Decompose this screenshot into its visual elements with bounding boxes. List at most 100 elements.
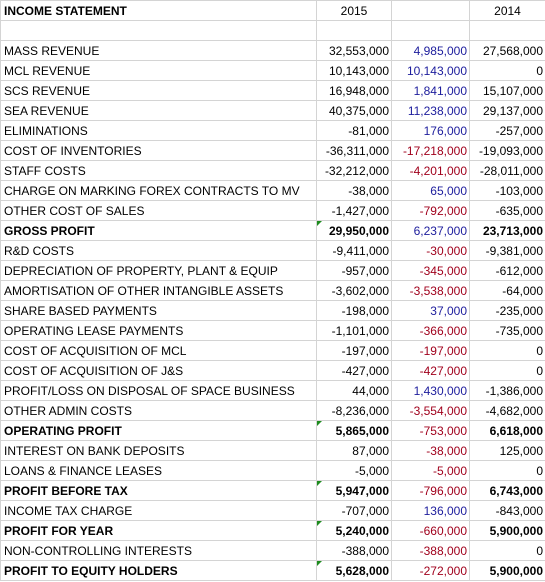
value-difference[interactable]: -345,000 xyxy=(391,260,470,281)
value-difference[interactable]: -660,000 xyxy=(391,520,470,541)
value-2014[interactable]: 0 xyxy=(469,460,545,481)
value-difference[interactable]: -38,000 xyxy=(391,440,470,461)
year-2014-header[interactable]: 2014 xyxy=(469,0,545,21)
value-2014[interactable]: -235,000 xyxy=(469,300,545,321)
value-2014[interactable]: -28,011,000 xyxy=(469,160,545,181)
value-difference[interactable]: -272,000 xyxy=(391,560,470,581)
value-difference[interactable]: -427,000 xyxy=(391,360,470,381)
value-2014[interactable]: -1,386,000 xyxy=(469,380,545,401)
value-difference[interactable]: 6,237,000 xyxy=(391,220,470,241)
value-difference[interactable]: -753,000 xyxy=(391,420,470,441)
value-2015[interactable]: 87,000 xyxy=(316,440,392,461)
value-2015[interactable]: 16,948,000 xyxy=(316,80,392,101)
row-label[interactable]: MASS REVENUE xyxy=(0,40,317,61)
value-2014[interactable]: -735,000 xyxy=(469,320,545,341)
value-2014[interactable]: -64,000 xyxy=(469,280,545,301)
value-2015[interactable]: 5,865,000 xyxy=(316,420,392,441)
value-2014[interactable]: 0 xyxy=(469,60,545,81)
row-label[interactable]: NON-CONTROLLING INTERESTS xyxy=(0,540,317,561)
value-difference[interactable]: -792,000 xyxy=(391,200,470,221)
blank-cell[interactable] xyxy=(391,20,470,41)
row-label[interactable]: SHARE BASED PAYMENTS xyxy=(0,300,317,321)
value-2014[interactable]: -257,000 xyxy=(469,120,545,141)
row-label[interactable]: COST OF ACQUISITION OF MCL xyxy=(0,340,317,361)
row-label[interactable]: PROFIT FOR YEAR xyxy=(0,520,317,541)
value-2014[interactable]: -635,000 xyxy=(469,200,545,221)
value-difference[interactable]: 1,841,000 xyxy=(391,80,470,101)
value-2014[interactable]: 5,900,000 xyxy=(469,560,545,581)
value-2014[interactable]: 6,618,000 xyxy=(469,420,545,441)
value-difference[interactable]: 136,000 xyxy=(391,500,470,521)
blank-year-header[interactable] xyxy=(391,0,470,21)
value-2015[interactable]: -3,602,000 xyxy=(316,280,392,301)
value-2014[interactable]: 15,107,000 xyxy=(469,80,545,101)
value-difference[interactable]: -197,000 xyxy=(391,340,470,361)
row-label[interactable]: OTHER ADMIN COSTS xyxy=(0,400,317,421)
row-label[interactable]: ELIMINATIONS xyxy=(0,120,317,141)
row-label[interactable]: STAFF COSTS xyxy=(0,160,317,181)
value-2015[interactable]: 10,143,000 xyxy=(316,60,392,81)
value-difference[interactable]: -388,000 xyxy=(391,540,470,561)
value-2014[interactable]: 29,137,000 xyxy=(469,100,545,121)
row-label[interactable]: PROFIT/LOSS ON DISPOSAL OF SPACE BUSINES… xyxy=(0,380,317,401)
value-difference[interactable]: 10,143,000 xyxy=(391,60,470,81)
row-label[interactable]: R&D COSTS xyxy=(0,240,317,261)
row-label[interactable]: OPERATING LEASE PAYMENTS xyxy=(0,320,317,341)
value-2015[interactable]: -5,000 xyxy=(316,460,392,481)
value-2015[interactable]: 5,240,000 xyxy=(316,520,392,541)
value-difference[interactable]: -3,538,000 xyxy=(391,280,470,301)
value-2014[interactable]: 23,713,000 xyxy=(469,220,545,241)
row-label[interactable]: COST OF INVENTORIES xyxy=(0,140,317,161)
value-difference[interactable]: -796,000 xyxy=(391,480,470,501)
row-label[interactable]: LOANS & FINANCE LEASES xyxy=(0,460,317,481)
value-difference[interactable]: 1,430,000 xyxy=(391,380,470,401)
value-difference[interactable]: -30,000 xyxy=(391,240,470,261)
value-2014[interactable]: -19,093,000 xyxy=(469,140,545,161)
value-2014[interactable]: 125,000 xyxy=(469,440,545,461)
value-difference[interactable]: 37,000 xyxy=(391,300,470,321)
row-label[interactable]: OPERATING PROFIT xyxy=(0,420,317,441)
value-2015[interactable]: 29,950,000 xyxy=(316,220,392,241)
value-2014[interactable]: -103,000 xyxy=(469,180,545,201)
row-label[interactable]: SCS REVENUE xyxy=(0,80,317,101)
value-2015[interactable]: -32,212,000 xyxy=(316,160,392,181)
value-2015[interactable]: 5,947,000 xyxy=(316,480,392,501)
value-2015[interactable]: -707,000 xyxy=(316,500,392,521)
row-label[interactable]: CHARGE ON MARKING FOREX CONTRACTS TO MV xyxy=(0,180,317,201)
row-label[interactable]: INTEREST ON BANK DEPOSITS xyxy=(0,440,317,461)
value-2015[interactable]: -427,000 xyxy=(316,360,392,381)
year-2015-header[interactable]: 2015 xyxy=(316,0,392,21)
value-difference[interactable]: 11,238,000 xyxy=(391,100,470,121)
value-difference[interactable]: 65,000 xyxy=(391,180,470,201)
blank-cell[interactable] xyxy=(469,20,545,41)
row-label[interactable]: SEA REVENUE xyxy=(0,100,317,121)
value-2015[interactable]: -1,427,000 xyxy=(316,200,392,221)
row-label[interactable]: COST OF ACQUISITION OF J&S xyxy=(0,360,317,381)
value-2014[interactable]: 0 xyxy=(469,340,545,361)
row-label[interactable]: INCOME TAX CHARGE xyxy=(0,500,317,521)
value-2015[interactable]: -38,000 xyxy=(316,180,392,201)
sheet-title[interactable]: INCOME STATEMENT xyxy=(0,0,317,21)
value-difference[interactable]: -5,000 xyxy=(391,460,470,481)
value-2015[interactable]: -198,000 xyxy=(316,300,392,321)
row-label[interactable]: OTHER COST OF SALES xyxy=(0,200,317,221)
value-difference[interactable]: 176,000 xyxy=(391,120,470,141)
value-2014[interactable]: 5,900,000 xyxy=(469,520,545,541)
value-2014[interactable]: -843,000 xyxy=(469,500,545,521)
value-2015[interactable]: -9,411,000 xyxy=(316,240,392,261)
row-label[interactable]: GROSS PROFIT xyxy=(0,220,317,241)
value-2014[interactable]: 0 xyxy=(469,360,545,381)
value-difference[interactable]: 4,985,000 xyxy=(391,40,470,61)
value-difference[interactable]: -366,000 xyxy=(391,320,470,341)
value-2015[interactable]: -81,000 xyxy=(316,120,392,141)
row-label[interactable]: AMORTISATION OF OTHER INTANGIBLE ASSETS xyxy=(0,280,317,301)
value-difference[interactable]: -4,201,000 xyxy=(391,160,470,181)
value-2014[interactable]: 6,743,000 xyxy=(469,480,545,501)
value-difference[interactable]: -17,218,000 xyxy=(391,140,470,161)
value-2015[interactable]: 5,628,000 xyxy=(316,560,392,581)
row-label[interactable]: PROFIT BEFORE TAX xyxy=(0,480,317,501)
blank-cell[interactable] xyxy=(0,20,317,41)
value-2014[interactable]: 27,568,000 xyxy=(469,40,545,61)
blank-cell[interactable] xyxy=(316,20,392,41)
value-2014[interactable]: -612,000 xyxy=(469,260,545,281)
